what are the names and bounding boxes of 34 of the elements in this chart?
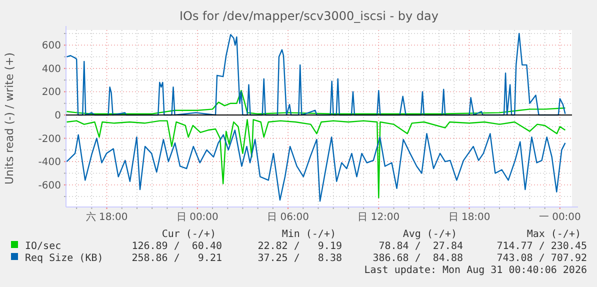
text: Last update: Mon Aug 31 00:40:06 2026 bbox=[364, 265, 587, 276]
text: 126.89 / 60.40 bbox=[132, 241, 222, 252]
text: 37.25 / 8.38 bbox=[258, 253, 342, 264]
x-tick-label: 日 06:00 bbox=[267, 212, 310, 223]
y-tick-label: 0 bbox=[54, 110, 61, 122]
y-tick-label: 400 bbox=[42, 64, 61, 75]
line-series bbox=[66, 90, 566, 114]
line-series bbox=[66, 130, 566, 202]
text: 78.84 / 27.84 bbox=[378, 241, 463, 252]
line-series bbox=[66, 32, 566, 116]
text: Avg (-/+) bbox=[402, 229, 457, 240]
x-tick-label: 一 00:00 bbox=[538, 212, 581, 223]
text: 743.08 / 707.92 bbox=[496, 253, 587, 264]
y-axis-title: Units read (-) / write (+) bbox=[3, 52, 16, 185]
text: Min (-/+) bbox=[282, 229, 336, 240]
text: 22.82 / 9.19 bbox=[258, 241, 342, 252]
chart-title: IOs for /dev/mapper/scv3000_iscsi - by day bbox=[179, 9, 439, 23]
text: 714.77 / 230.45 bbox=[496, 241, 587, 252]
y-tick-label: 200 bbox=[42, 87, 61, 98]
x-tick-label: 日 00:00 bbox=[176, 212, 218, 223]
text: 386.68 / 84.88 bbox=[372, 253, 463, 264]
text: Max (-/+) bbox=[526, 229, 581, 240]
text: 258.86 / 9.21 bbox=[132, 253, 222, 264]
legend-label: IO/sec bbox=[25, 241, 62, 252]
y-tick-label: -400 bbox=[38, 157, 61, 168]
y-tick-label: -600 bbox=[38, 180, 61, 192]
line-series bbox=[66, 119, 566, 198]
x-tick-label: 日 12:00 bbox=[358, 212, 400, 223]
x-tick-label: 日 18:00 bbox=[448, 212, 490, 223]
text: Cur (-/+) bbox=[162, 229, 216, 240]
legend-label: Req Size (KB) bbox=[25, 253, 104, 264]
y-tick-label: 600 bbox=[42, 40, 61, 52]
y-tick-label: -200 bbox=[38, 134, 61, 145]
x-tick-label: 六 18:00 bbox=[86, 211, 128, 223]
